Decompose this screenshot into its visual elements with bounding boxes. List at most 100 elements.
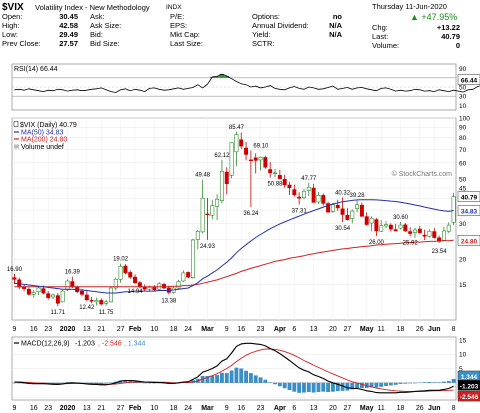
col1-value: 27.57 <box>59 39 78 48</box>
macd-histogram-bar <box>205 375 210 383</box>
price-x-label: 26 <box>416 326 424 333</box>
watermark: © StockCharts.com <box>392 170 453 178</box>
candle-body <box>253 157 258 161</box>
macd-value-tag-box <box>457 380 480 391</box>
ticker-name: Volatility Index - New Methodology <box>35 3 150 12</box>
macd-histogram-bar <box>326 382 331 392</box>
candle-body <box>321 195 326 204</box>
price-x-label: Apr <box>274 326 286 333</box>
macd-histogram-bar <box>104 382 109 384</box>
candle-body <box>422 234 427 237</box>
candle-body <box>292 189 297 196</box>
price-y-tick: 80 <box>459 135 467 142</box>
price-legend-ma50: MA(50) 34.83 <box>21 130 64 137</box>
price-x-label: 9 <box>12 326 16 333</box>
macd-signal-line <box>14 348 454 392</box>
macd-histogram-bar <box>345 382 350 391</box>
col1-label: High: <box>2 21 20 30</box>
candle-body <box>215 198 220 207</box>
ma50-tag: 34.83 <box>461 209 478 216</box>
macd-x-label: 16 <box>237 405 245 412</box>
macd-histogram-bar <box>258 377 263 383</box>
candle-body <box>123 265 128 274</box>
macd-histogram-bar <box>157 382 162 384</box>
col1-value: 42.58 <box>59 21 78 30</box>
price-x-label: 10 <box>150 326 158 333</box>
macd-x-label: 23 <box>44 405 52 412</box>
price-legend-ma200: MA(200) 24.80 <box>21 137 67 144</box>
candle-body <box>340 208 345 215</box>
macd-histogram-bar <box>427 381 432 383</box>
ma200-line <box>14 239 454 288</box>
macd-value-tag: -1.203 <box>460 383 479 390</box>
macd-histogram-bar <box>355 382 359 389</box>
col1-label: Open: <box>2 12 23 21</box>
candle-body <box>12 277 17 280</box>
candle-body <box>379 225 384 232</box>
macd-histogram-bar <box>432 382 437 383</box>
price-x-label: May <box>360 326 374 333</box>
macd-x-label: 18 <box>397 405 405 412</box>
candle-body <box>408 231 413 234</box>
macd-histogram-bar <box>224 373 229 383</box>
col4-label: Options: <box>252 12 280 21</box>
macd-histogram-bar <box>244 370 248 383</box>
price-x-label: 18 <box>170 326 178 333</box>
rsi-legend: RSI(14) 66.44 <box>14 66 58 73</box>
macd-hist-tag: 1.344 <box>461 374 478 381</box>
macd-histogram-bar <box>60 382 65 384</box>
rsi-y-tick: 50 <box>459 85 467 92</box>
ma200-tag-box <box>457 235 480 246</box>
price-x-label: 20 <box>329 326 337 333</box>
macd-x-label: Jun <box>428 405 440 412</box>
change-percent-value: +47.95% <box>421 12 458 22</box>
candle-body <box>36 287 41 293</box>
macd-histogram-bar <box>282 382 287 389</box>
price-peak-label: 40.32 <box>335 191 351 197</box>
price-y-tick: 45 <box>459 186 467 193</box>
macd-histogram-bar <box>253 375 258 383</box>
macd-x-label: 27 <box>117 405 125 412</box>
col4-value: no <box>332 12 342 21</box>
macd-histogram-bar <box>263 379 268 383</box>
macd-histogram-bar <box>297 382 302 393</box>
candle-body <box>359 204 364 217</box>
candle-body <box>446 224 451 232</box>
candle-body <box>31 292 36 295</box>
macd-signal-tag-box <box>457 390 480 402</box>
candle-body <box>326 203 331 213</box>
candle-body <box>277 175 282 179</box>
candle-body <box>65 280 70 291</box>
candle-body <box>60 290 65 303</box>
candle-body <box>79 290 84 295</box>
macd-histogram-bar <box>248 373 253 383</box>
candle-body <box>210 205 215 216</box>
macd-y-tick: 15 <box>459 337 467 344</box>
price-peak-label: 85.47 <box>229 125 245 131</box>
macd-histogram-bar <box>437 382 442 383</box>
exchange-label: INDX <box>166 4 182 11</box>
candle-body <box>118 266 123 280</box>
rsi-last-tag: 66.44 <box>461 78 478 85</box>
price-x-label: Jun <box>428 326 440 333</box>
candle-body <box>306 186 311 191</box>
macd-x-label: 24 <box>184 405 192 412</box>
last-label: Last: <box>372 32 389 41</box>
candle-body <box>273 172 278 174</box>
price-x-label: 8 <box>452 326 456 333</box>
macd-histogram-bar <box>359 382 364 388</box>
macd-histogram-bar <box>65 382 70 383</box>
candle-body <box>108 287 113 303</box>
price-peak-label: 16.90 <box>7 267 23 273</box>
macd-histogram-bar <box>350 382 355 390</box>
price-y-tick: 30 <box>459 221 467 228</box>
candle-body <box>128 272 133 278</box>
macd-x-label: 26 <box>416 405 424 412</box>
macd-histogram-bar <box>369 382 374 388</box>
macd-histogram-bar <box>393 382 398 385</box>
col3-label: Last Size: <box>170 39 203 48</box>
macd-histogram-bar <box>422 382 427 383</box>
col4-value: N/A <box>329 30 342 39</box>
